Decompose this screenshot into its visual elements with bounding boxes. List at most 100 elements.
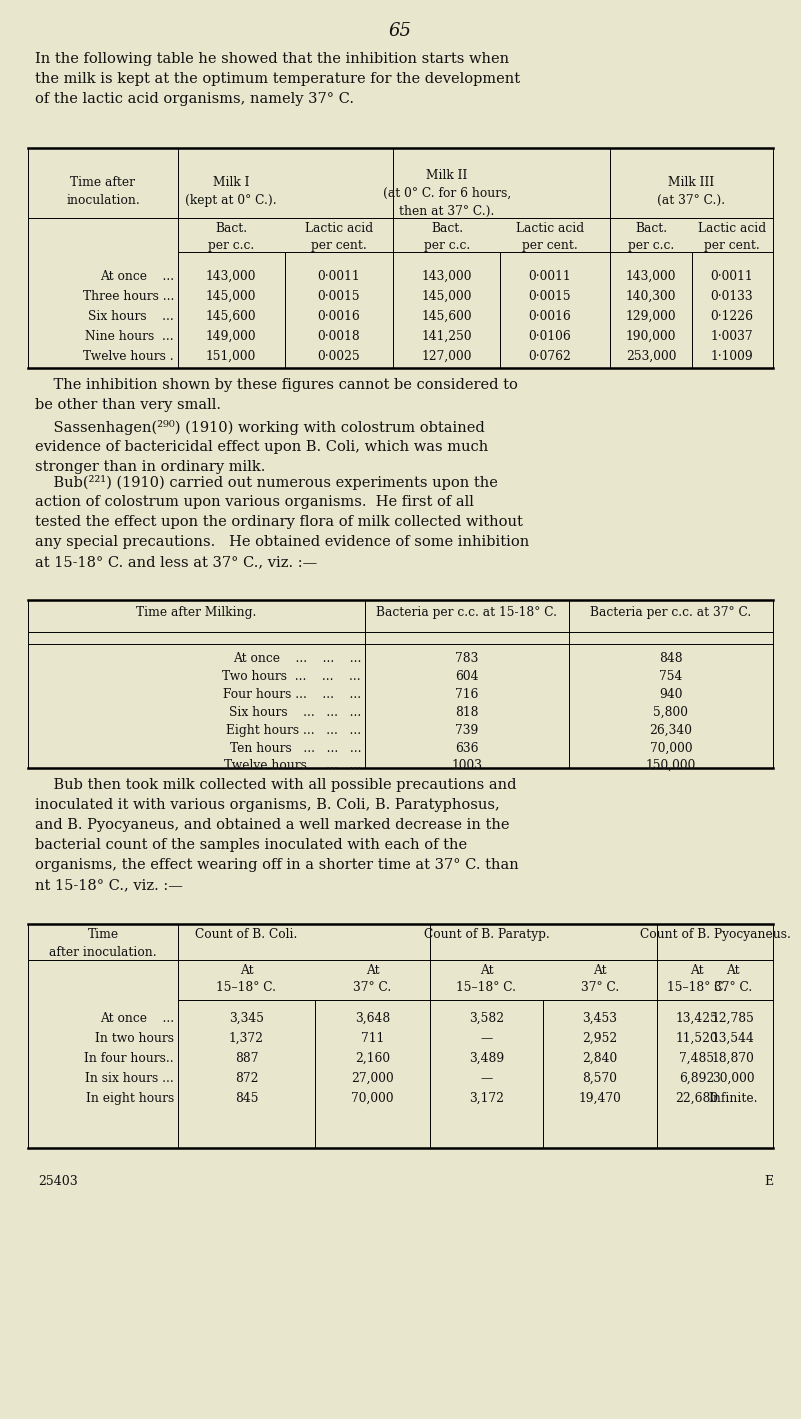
Text: 143,000: 143,000: [206, 270, 256, 282]
Text: 145,600: 145,600: [421, 309, 473, 324]
Text: Milk III
(at 37° C.).: Milk III (at 37° C.).: [657, 176, 725, 207]
Text: Bact.
per c.c.: Bact. per c.c.: [424, 221, 470, 253]
Text: Sassenhagen(²⁹⁰) (1910) working with colostrum obtained: Sassenhagen(²⁹⁰) (1910) working with col…: [35, 420, 485, 436]
Text: 940: 940: [659, 688, 682, 701]
Text: 150,000: 150,000: [646, 759, 696, 772]
Text: In six hours ...: In six hours ...: [85, 1071, 174, 1086]
Text: 3,489: 3,489: [469, 1051, 504, 1066]
Text: 0·0133: 0·0133: [710, 289, 753, 304]
Text: Time after Milking.: Time after Milking.: [136, 606, 256, 619]
Text: 1003: 1003: [452, 759, 482, 772]
Text: 149,000: 149,000: [206, 331, 256, 343]
Text: the milk is kept at the optimum temperature for the development: the milk is kept at the optimum temperat…: [35, 72, 520, 87]
Text: organisms, the effect wearing off in a shorter time at 37° C. than: organisms, the effect wearing off in a s…: [35, 858, 519, 873]
Text: 253,000: 253,000: [626, 350, 676, 363]
Text: 11,520: 11,520: [675, 1032, 718, 1044]
Text: 145,600: 145,600: [206, 309, 256, 324]
Text: Three hours ...: Three hours ...: [83, 289, 174, 304]
Text: any special precautions.   He obtained evidence of some inhibition: any special precautions. He obtained evi…: [35, 535, 529, 549]
Text: 0·0015: 0·0015: [529, 289, 571, 304]
Text: In two hours: In two hours: [95, 1032, 174, 1044]
Text: 7,485: 7,485: [679, 1051, 714, 1066]
Text: and B. Pyocyaneus, and obtained a well marked decrease in the: and B. Pyocyaneus, and obtained a well m…: [35, 817, 509, 832]
Text: of the lactic acid organisms, namely 37° C.: of the lactic acid organisms, namely 37°…: [35, 92, 354, 106]
Text: Six hours    ...   ...   ...: Six hours ... ... ...: [229, 707, 361, 719]
Text: Lactic acid
per cent.: Lactic acid per cent.: [305, 221, 373, 253]
Text: Two hours  ...    ...    ...: Two hours ... ... ...: [223, 670, 361, 683]
Text: 140,300: 140,300: [626, 289, 676, 304]
Text: Twelve hours     ...   ...: Twelve hours ... ...: [223, 759, 361, 772]
Text: 143,000: 143,000: [422, 270, 473, 282]
Text: 848: 848: [659, 651, 682, 666]
Text: 65: 65: [388, 23, 412, 40]
Text: 845: 845: [235, 1093, 258, 1105]
Text: Infinite.: Infinite.: [708, 1093, 758, 1105]
Text: 6,892: 6,892: [679, 1071, 714, 1086]
Text: 22,680: 22,680: [675, 1093, 718, 1105]
Text: Bact.
per c.c.: Bact. per c.c.: [628, 221, 674, 253]
Text: 145,000: 145,000: [422, 289, 473, 304]
Text: 3,582: 3,582: [469, 1012, 504, 1025]
Text: 12,785: 12,785: [711, 1012, 755, 1025]
Text: 70,000: 70,000: [650, 742, 692, 755]
Text: 716: 716: [455, 688, 479, 701]
Text: 19,470: 19,470: [578, 1093, 622, 1105]
Text: In four hours..: In four hours..: [84, 1051, 174, 1066]
Text: 13,544: 13,544: [711, 1032, 755, 1044]
Text: Bub(²²¹) (1910) carried out numerous experiments upon the: Bub(²²¹) (1910) carried out numerous exp…: [35, 475, 498, 490]
Text: Eight hours ...   ...   ...: Eight hours ... ... ...: [226, 724, 361, 736]
Text: 0·0011: 0·0011: [710, 270, 753, 282]
Text: Bacteria per c.c. at 15-18° C.: Bacteria per c.c. at 15-18° C.: [376, 606, 557, 619]
Text: tested the effect upon the ordinary flora of milk collected without: tested the effect upon the ordinary flor…: [35, 515, 523, 529]
Text: 127,000: 127,000: [422, 350, 473, 363]
Text: 2,840: 2,840: [582, 1051, 618, 1066]
Text: 3,172: 3,172: [469, 1093, 504, 1105]
Text: Ten hours   ...   ...   ...: Ten hours ... ... ...: [230, 742, 361, 755]
Text: evidence of bactericidal effect upon B. Coli, which was much: evidence of bactericidal effect upon B. …: [35, 440, 489, 454]
Text: stronger than in ordinary milk.: stronger than in ordinary milk.: [35, 460, 265, 474]
Text: 145,000: 145,000: [206, 289, 256, 304]
Text: 25403: 25403: [38, 1175, 78, 1188]
Text: At
37° C.: At 37° C.: [714, 964, 752, 993]
Text: 143,000: 143,000: [626, 270, 676, 282]
Text: Lactic acid
per cent.: Lactic acid per cent.: [698, 221, 766, 253]
Text: 0·0016: 0·0016: [318, 309, 360, 324]
Text: 887: 887: [235, 1051, 258, 1066]
Text: At
15–18° C.: At 15–18° C.: [457, 964, 517, 993]
Text: action of colostrum upon various organisms.  He first of all: action of colostrum upon various organis…: [35, 495, 474, 509]
Text: at 15-18° C. and less at 37° C., viz. :—: at 15-18° C. and less at 37° C., viz. :—: [35, 555, 317, 569]
Text: 0·0015: 0·0015: [318, 289, 360, 304]
Text: Count of B. Coli.: Count of B. Coli.: [195, 928, 297, 941]
Text: At once    ...    ...    ...: At once ... ... ...: [232, 651, 361, 666]
Text: Six hours    ...: Six hours ...: [88, 309, 174, 324]
Text: Count of B. Paratyp.: Count of B. Paratyp.: [424, 928, 549, 941]
Text: Time
after inoculation.: Time after inoculation.: [49, 928, 157, 959]
Text: 872: 872: [235, 1071, 258, 1086]
Text: nt 15-18° C., viz. :—: nt 15-18° C., viz. :—: [35, 878, 183, 893]
Text: 129,000: 129,000: [626, 309, 676, 324]
Text: Bacteria per c.c. at 37° C.: Bacteria per c.c. at 37° C.: [590, 606, 751, 619]
Text: 2,952: 2,952: [582, 1032, 618, 1044]
Text: Lactic acid
per cent.: Lactic acid per cent.: [516, 221, 584, 253]
Text: 711: 711: [361, 1032, 384, 1044]
Text: 141,250: 141,250: [421, 331, 473, 343]
Text: At once    ...: At once ...: [100, 1012, 174, 1025]
Text: 818: 818: [455, 707, 479, 719]
Text: 0·0011: 0·0011: [318, 270, 360, 282]
Text: 0·0106: 0·0106: [529, 331, 571, 343]
Text: 30,000: 30,000: [711, 1071, 755, 1086]
Text: 190,000: 190,000: [626, 331, 676, 343]
Text: 3,648: 3,648: [355, 1012, 390, 1025]
Text: 5,800: 5,800: [654, 707, 689, 719]
Text: Milk I
(kept at 0° C.).: Milk I (kept at 0° C.).: [185, 176, 277, 207]
Text: 0·0016: 0·0016: [529, 309, 571, 324]
Text: 151,000: 151,000: [206, 350, 256, 363]
Text: At
15–18° C.: At 15–18° C.: [667, 964, 727, 993]
Text: 0·1226: 0·1226: [710, 309, 754, 324]
Text: Time after
inoculation.: Time after inoculation.: [66, 176, 140, 207]
Text: 754: 754: [659, 670, 682, 683]
Text: 1·1009: 1·1009: [710, 350, 754, 363]
Text: E: E: [764, 1175, 773, 1188]
Text: In eight hours: In eight hours: [86, 1093, 174, 1105]
Text: 3,453: 3,453: [582, 1012, 618, 1025]
